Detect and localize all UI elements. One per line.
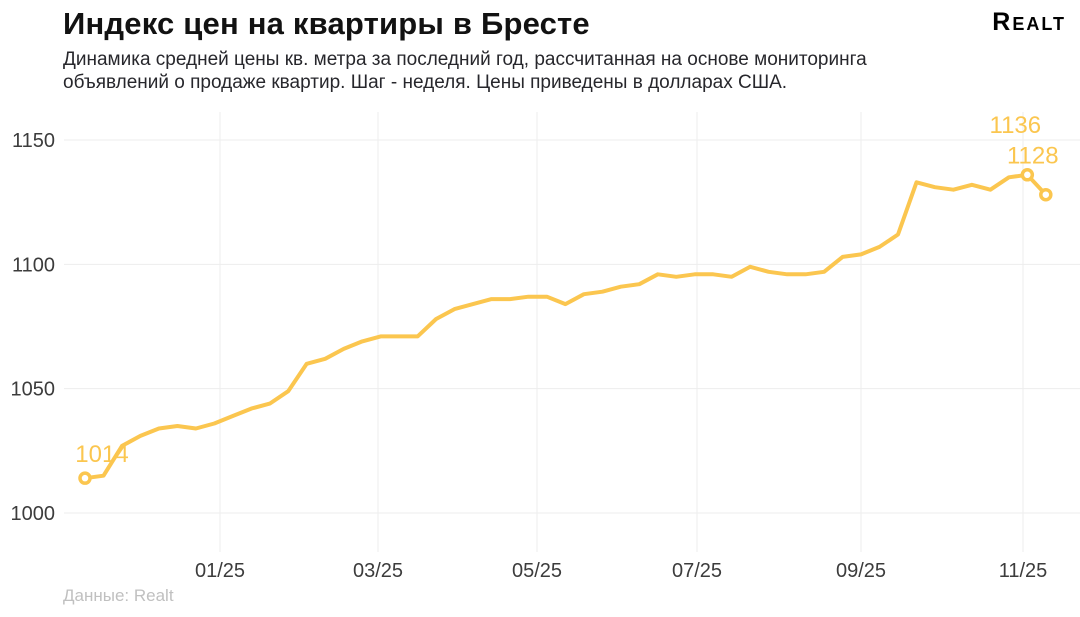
x-axis-tick-label: 01/25 <box>195 560 245 582</box>
page-title: Индекс цен на квартиры в Бресте <box>63 6 590 41</box>
x-axis-tick-label: 05/25 <box>512 560 562 582</box>
data-point-label: 1014 <box>75 441 128 468</box>
data-point-marker <box>78 471 92 485</box>
data-point-label: 1128 <box>1007 143 1059 170</box>
data-source-label: Данные: Realt <box>63 586 174 605</box>
realt-logo: Realt <box>992 8 1066 36</box>
y-axis-tick-label: 1150 <box>12 130 55 152</box>
x-axis-tick-label: 09/25 <box>836 560 886 582</box>
y-axis-tick-label: 1000 <box>11 503 56 525</box>
subtitle-line-1: Динамика средней цены кв. метра за после… <box>63 49 867 70</box>
x-axis-tick-label: 03/25 <box>353 560 403 582</box>
chart-subtitle: Динамика средней цены кв. метра за после… <box>63 48 867 94</box>
price-series-line <box>83 172 1048 481</box>
y-axis-tick-label: 1100 <box>12 254 55 276</box>
y-axis-tick-label: 1050 <box>11 379 56 401</box>
data-point-marker <box>1020 168 1035 182</box>
x-axis-tick-label: 11/25 <box>999 560 1048 582</box>
x-axis-tick-label: 07/25 <box>672 560 722 582</box>
data-point-marker <box>1039 187 1053 202</box>
data-point-label: 1136 <box>990 112 1042 139</box>
subtitle-line-2: объявлений о продаже квартир. Шаг - неде… <box>63 72 788 93</box>
